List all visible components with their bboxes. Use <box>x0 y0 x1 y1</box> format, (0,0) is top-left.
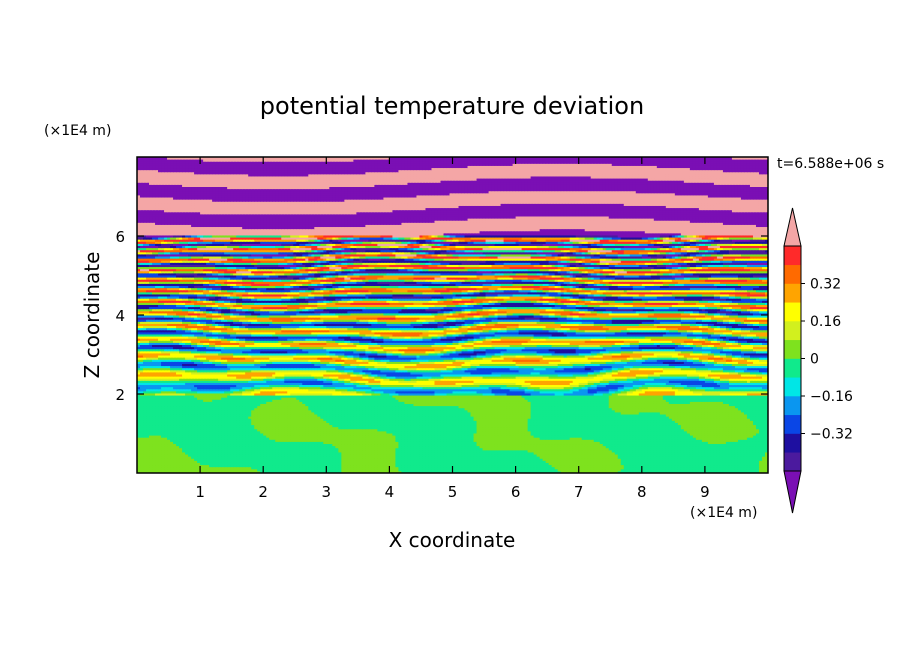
contour-field <box>137 157 769 474</box>
y-unit-label: (×1E4 m) <box>44 123 111 139</box>
time-label: t=6.588e+06 s <box>777 156 884 172</box>
chart-title: potential temperature deviation <box>260 92 644 120</box>
